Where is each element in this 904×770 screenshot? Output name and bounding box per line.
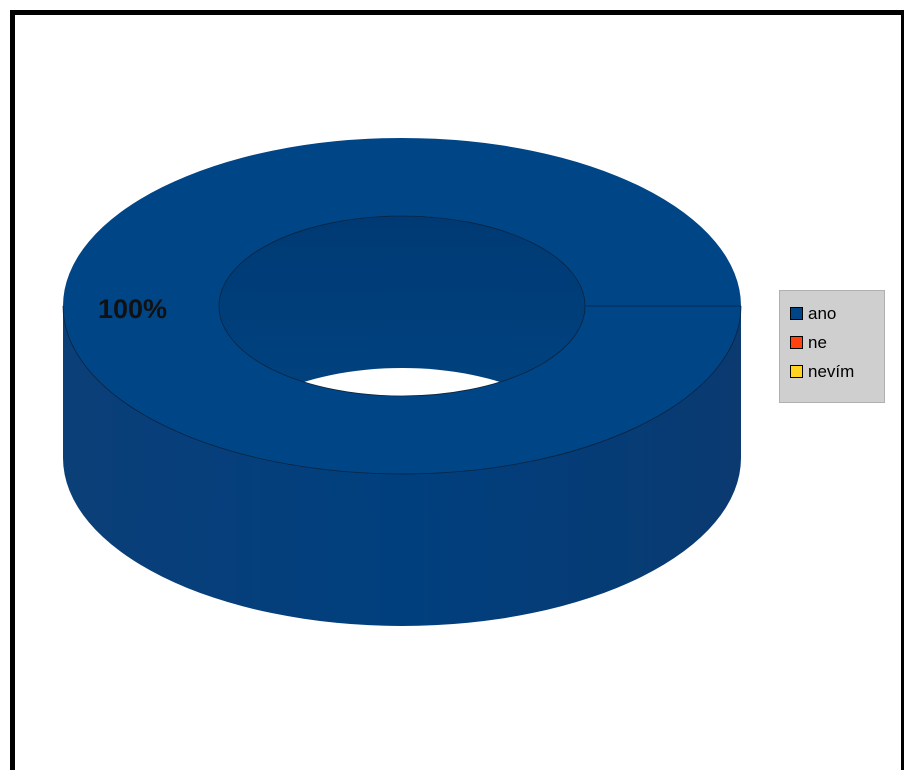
donut-slice-ano <box>62 137 741 475</box>
data-label-ano: 100% <box>98 294 167 324</box>
legend-swatch <box>790 365 803 378</box>
legend-label: nevím <box>808 361 855 381</box>
donut-inner-wall <box>219 216 585 396</box>
donut-outer-edge <box>62 305 742 475</box>
legend-label: ano <box>808 303 837 323</box>
legend-item-ne: ne <box>780 328 884 357</box>
legend: ano ne nevím <box>779 290 885 403</box>
donut-outer-wall <box>63 306 741 626</box>
legend-swatch <box>790 307 803 320</box>
legend-item-ano: ano <box>780 299 884 328</box>
legend-label: ne <box>808 332 827 352</box>
legend-swatch <box>790 336 803 349</box>
legend-item-nevim: nevím <box>780 357 884 386</box>
